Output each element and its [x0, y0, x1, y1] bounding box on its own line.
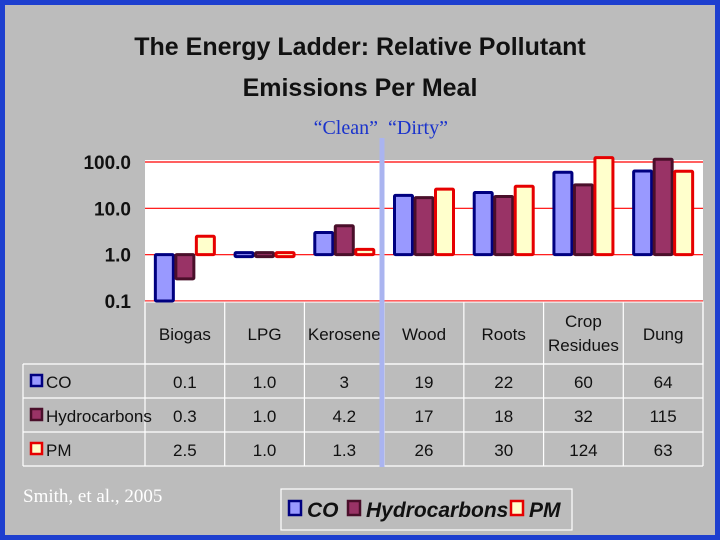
- table-cell-value: 1.0: [253, 407, 277, 426]
- table-cell-value: 17: [415, 407, 434, 426]
- bar-hydrocarbons-wood: [413, 196, 435, 257]
- bar-co-dung: [632, 169, 654, 257]
- legend-swatch-pm: [509, 499, 525, 517]
- chart-title-line-1: The Energy Ladder: Relative Pollutant: [134, 33, 586, 61]
- bar-pm-kerosene: [354, 247, 376, 257]
- legend-label-pm: PM: [529, 499, 561, 522]
- dirty-annotation: “Dirty”: [388, 117, 448, 139]
- bar-co-biogas: [153, 253, 175, 303]
- table-cell-value: 32: [574, 407, 593, 426]
- category-label: Kerosene: [308, 325, 381, 344]
- bar-hydrocarbons-biogas: [174, 253, 196, 281]
- table-cell-value: 19: [415, 373, 434, 392]
- table-series-name: PM: [46, 441, 72, 460]
- table-cell-value: 1.0: [253, 373, 277, 392]
- table-row-key-swatch: [29, 407, 44, 422]
- bar-co-crop-residues: [552, 170, 574, 257]
- bar-pm-biogas: [194, 234, 216, 257]
- bar-pm-roots: [513, 184, 535, 257]
- y-tick-label: 100.0: [83, 153, 131, 174]
- category-label: Roots: [482, 325, 526, 344]
- bars: [153, 156, 695, 303]
- legend-label-hydrocarbons: Hydrocarbons: [366, 499, 508, 522]
- table-series-name: CO: [46, 373, 72, 392]
- data-table: Biogas LPG Kerosene Wood Roots Crop Residues Du…: [22, 301, 704, 467]
- bar-pm-dung: [673, 169, 695, 257]
- bar-pm-lpg: [274, 251, 296, 259]
- chart-legend: CO Hydrocarbons PM: [280, 488, 573, 531]
- bar-hydrocarbons-dung: [652, 157, 674, 257]
- table-cell-value: 26: [415, 441, 434, 460]
- table-cell-value: 22: [494, 373, 513, 392]
- bar-hydrocarbons-crop-residues: [572, 183, 594, 257]
- table-row-key-swatch: [29, 441, 44, 456]
- bar-hydrocarbons-kerosene: [333, 224, 355, 257]
- table-cell-value: 64: [654, 373, 673, 392]
- bar-co-wood: [393, 193, 414, 257]
- category-label: LPG: [248, 325, 282, 344]
- table-cell-value: 2.5: [173, 441, 197, 460]
- table-cell-value: 4.2: [332, 407, 356, 426]
- table-cell-value: 1.3: [332, 441, 356, 460]
- energy-ladder-chart: The Energy Ladder: Relative Pollutant Em…: [5, 5, 715, 535]
- bar-co-roots: [472, 190, 494, 257]
- chart-title-line-2: Emissions Per Meal: [243, 74, 478, 102]
- table-row-key-swatch: [29, 373, 44, 388]
- category-label: Residues: [548, 336, 619, 355]
- table-cell-value: 0.3: [173, 407, 197, 426]
- table-series-name: Hydrocarbons: [46, 407, 152, 426]
- legend-swatch-hydrocarbons: [346, 499, 362, 517]
- category-label: Wood: [402, 325, 446, 344]
- legend-swatch-co: [287, 499, 303, 517]
- slide: The Energy Ladder: Relative Pollutant Em…: [5, 5, 715, 535]
- table-cell-value: 60: [574, 373, 593, 392]
- category-label: Dung: [643, 325, 684, 344]
- table-cell-value: 18: [494, 407, 513, 426]
- y-axis-tick-labels: 100.0 10.0 1.0 0.1: [83, 153, 131, 313]
- category-label: Crop: [565, 312, 602, 331]
- table-cell-value: 1.0: [253, 441, 277, 460]
- y-tick-label: 0.1: [105, 292, 132, 313]
- table-cell-value: 63: [654, 441, 673, 460]
- bar-pm-wood: [434, 187, 455, 257]
- citation-credit: Smith, et al., 2005: [23, 486, 162, 507]
- y-tick-label: 10.0: [94, 199, 131, 220]
- table-cell-value: 0.1: [173, 373, 197, 392]
- table-cell-value: 115: [650, 407, 677, 426]
- bar-co-kerosene: [313, 231, 335, 257]
- y-tick-label: 1.0: [105, 246, 131, 267]
- legend-label-co: CO: [307, 499, 339, 522]
- clean-annotation: “Clean”: [314, 117, 378, 139]
- table-cell-value: 124: [569, 441, 597, 460]
- table-cell-value: 3: [340, 373, 349, 392]
- bar-hydrocarbons-lpg: [254, 251, 276, 259]
- table-cell-value: 30: [494, 441, 513, 460]
- bar-hydrocarbons-roots: [493, 195, 515, 257]
- bar-co-lpg: [233, 251, 255, 259]
- bar-pm-crop-residues: [593, 156, 615, 257]
- category-label: Biogas: [159, 325, 211, 344]
